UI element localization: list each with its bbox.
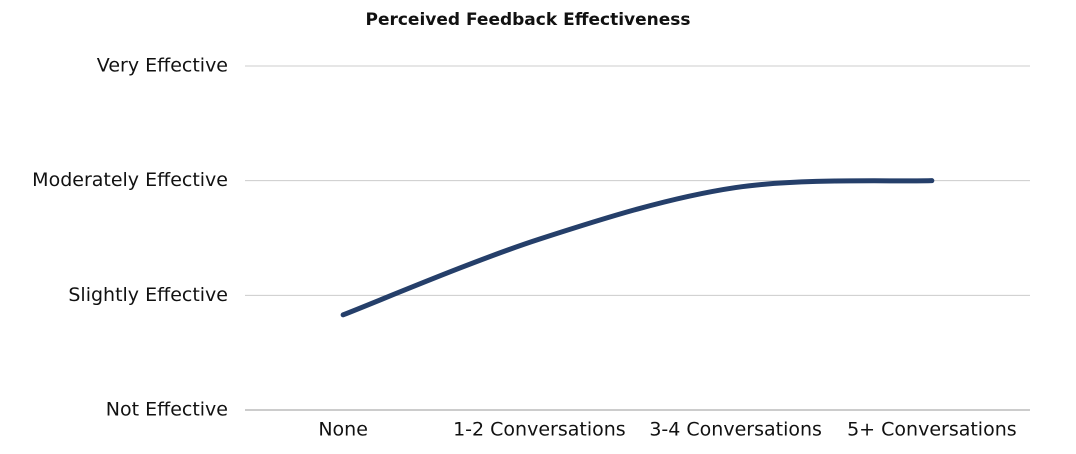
x-tick-label: 1-2 Conversations bbox=[453, 419, 626, 441]
y-tick-label: Not Effective bbox=[106, 399, 228, 421]
data-line bbox=[340, 178, 935, 318]
x-tick-label: None bbox=[318, 419, 368, 441]
x-tick-label: 3-4 Conversations bbox=[649, 419, 822, 441]
y-tick-label: Moderately Effective bbox=[32, 169, 228, 191]
x-tick-label: 5+ Conversations bbox=[847, 419, 1017, 441]
y-tick-label: Slightly Effective bbox=[68, 284, 228, 306]
chart-title: Perceived Feedback Effectiveness bbox=[365, 10, 690, 30]
y-tick-label: Very Effective bbox=[97, 55, 228, 77]
